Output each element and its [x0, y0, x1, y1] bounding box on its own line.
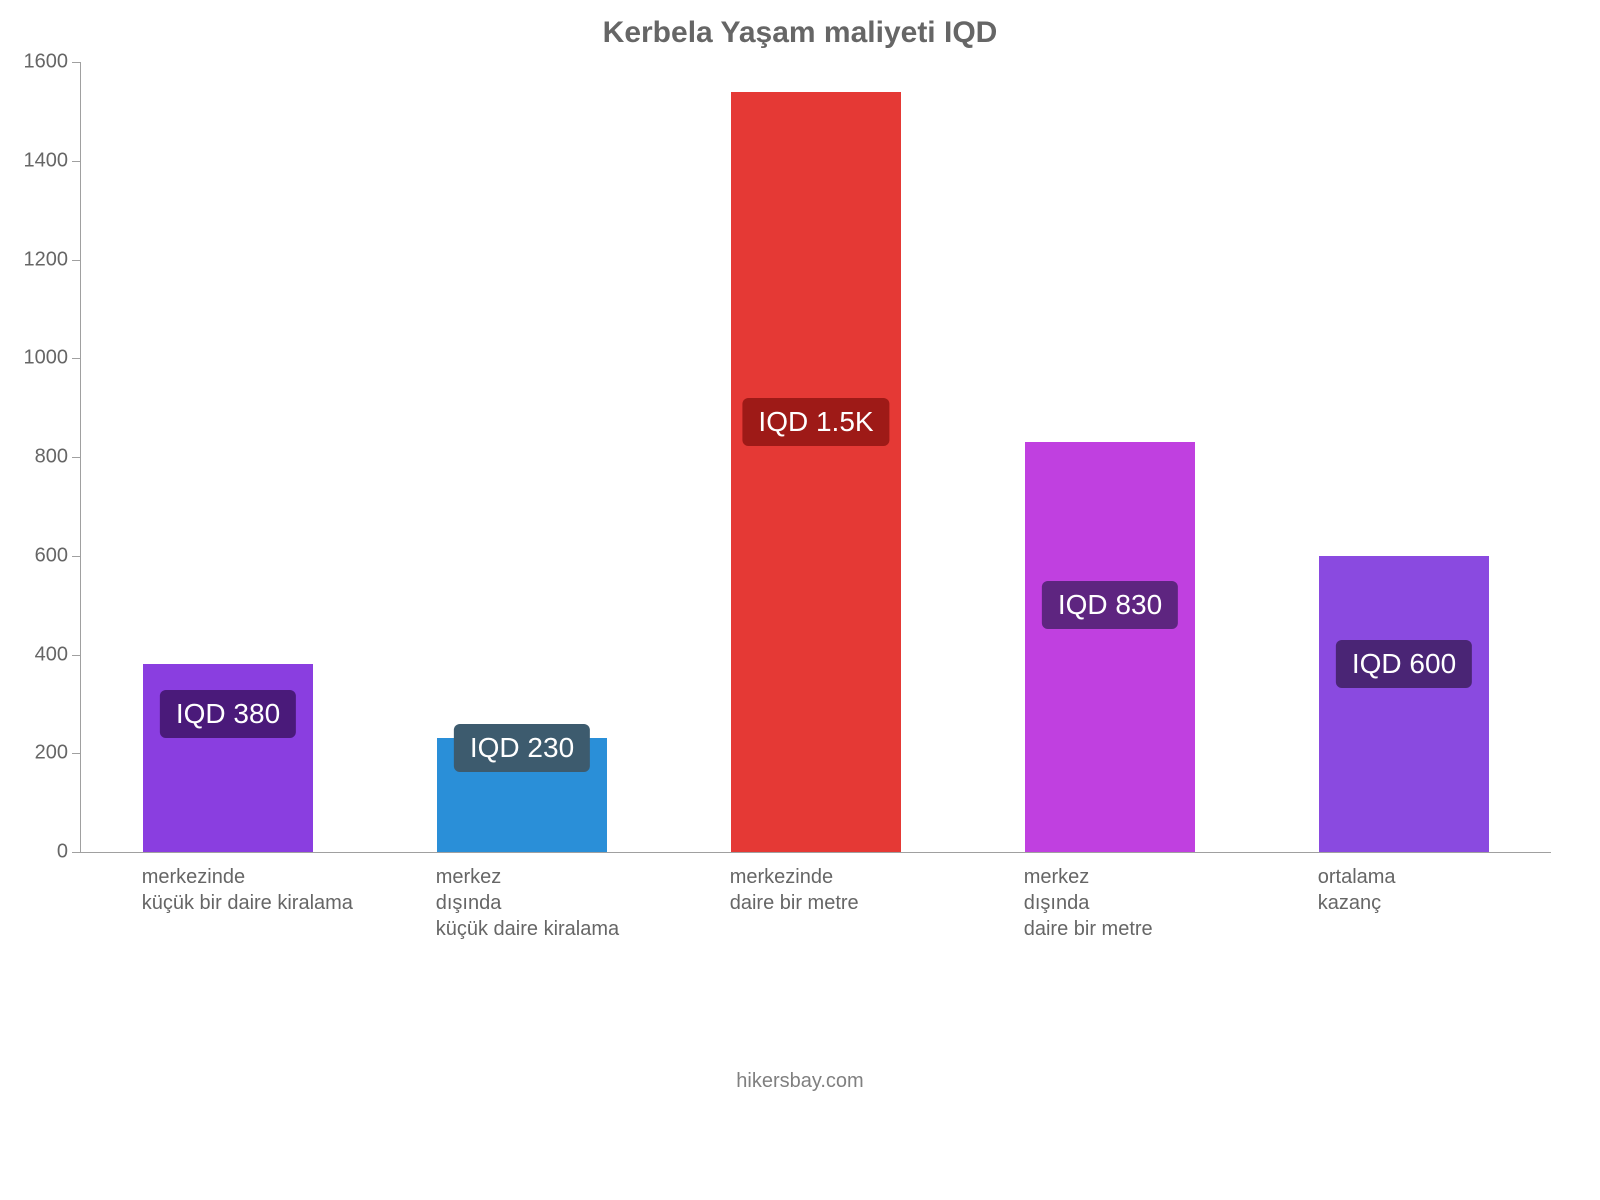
- bar-value-label: IQD 830: [1042, 581, 1178, 629]
- x-category-label: merkezinde daire bir metre: [730, 864, 961, 916]
- ytick-label: 200: [35, 742, 68, 765]
- ytick-mark: [72, 260, 80, 261]
- bar: [1319, 556, 1490, 852]
- x-category-label: merkezinde küçük bir daire kiralama: [142, 864, 373, 916]
- plot-area: IQD 380 IQD 230 IQD 1.5K IQD 830 IQD 600: [80, 62, 1551, 853]
- bar-value-label: IQD 1.5K: [742, 398, 889, 446]
- ytick-mark: [72, 655, 80, 656]
- ytick-mark: [72, 457, 80, 458]
- ytick-label: 800: [35, 446, 68, 469]
- bar-value-label: IQD 600: [1336, 640, 1472, 688]
- bar: [731, 92, 902, 852]
- bar-value-label: IQD 380: [160, 690, 296, 738]
- ytick-mark: [72, 852, 80, 853]
- ytick-label: 1600: [24, 51, 69, 74]
- chart-page: Kerbela Yaşam maliyeti IQD IQD 380 IQD 23…: [0, 0, 1600, 1200]
- ytick-label: 1200: [24, 248, 69, 271]
- ytick-mark: [72, 161, 80, 162]
- x-category-label: merkez dışında daire bir metre: [1024, 864, 1255, 942]
- ytick-label: 1400: [24, 149, 69, 172]
- bar-value-label: IQD 230: [454, 724, 590, 772]
- x-category-label: ortalama kazanç: [1318, 864, 1549, 916]
- ytick-label: 1000: [24, 347, 69, 370]
- x-category-label: merkez dışında küçük daire kiralama: [436, 864, 667, 942]
- ytick-mark: [72, 753, 80, 754]
- chart-title: Kerbela Yaşam maliyeti IQD: [0, 16, 1600, 50]
- ytick-label: 400: [35, 643, 68, 666]
- credit-text: hikersbay.com: [0, 1070, 1600, 1093]
- bar: [1025, 442, 1196, 852]
- ytick-mark: [72, 358, 80, 359]
- ytick-mark: [72, 556, 80, 557]
- ytick-label: 0: [57, 841, 68, 864]
- ytick-mark: [72, 62, 80, 63]
- ytick-label: 600: [35, 544, 68, 567]
